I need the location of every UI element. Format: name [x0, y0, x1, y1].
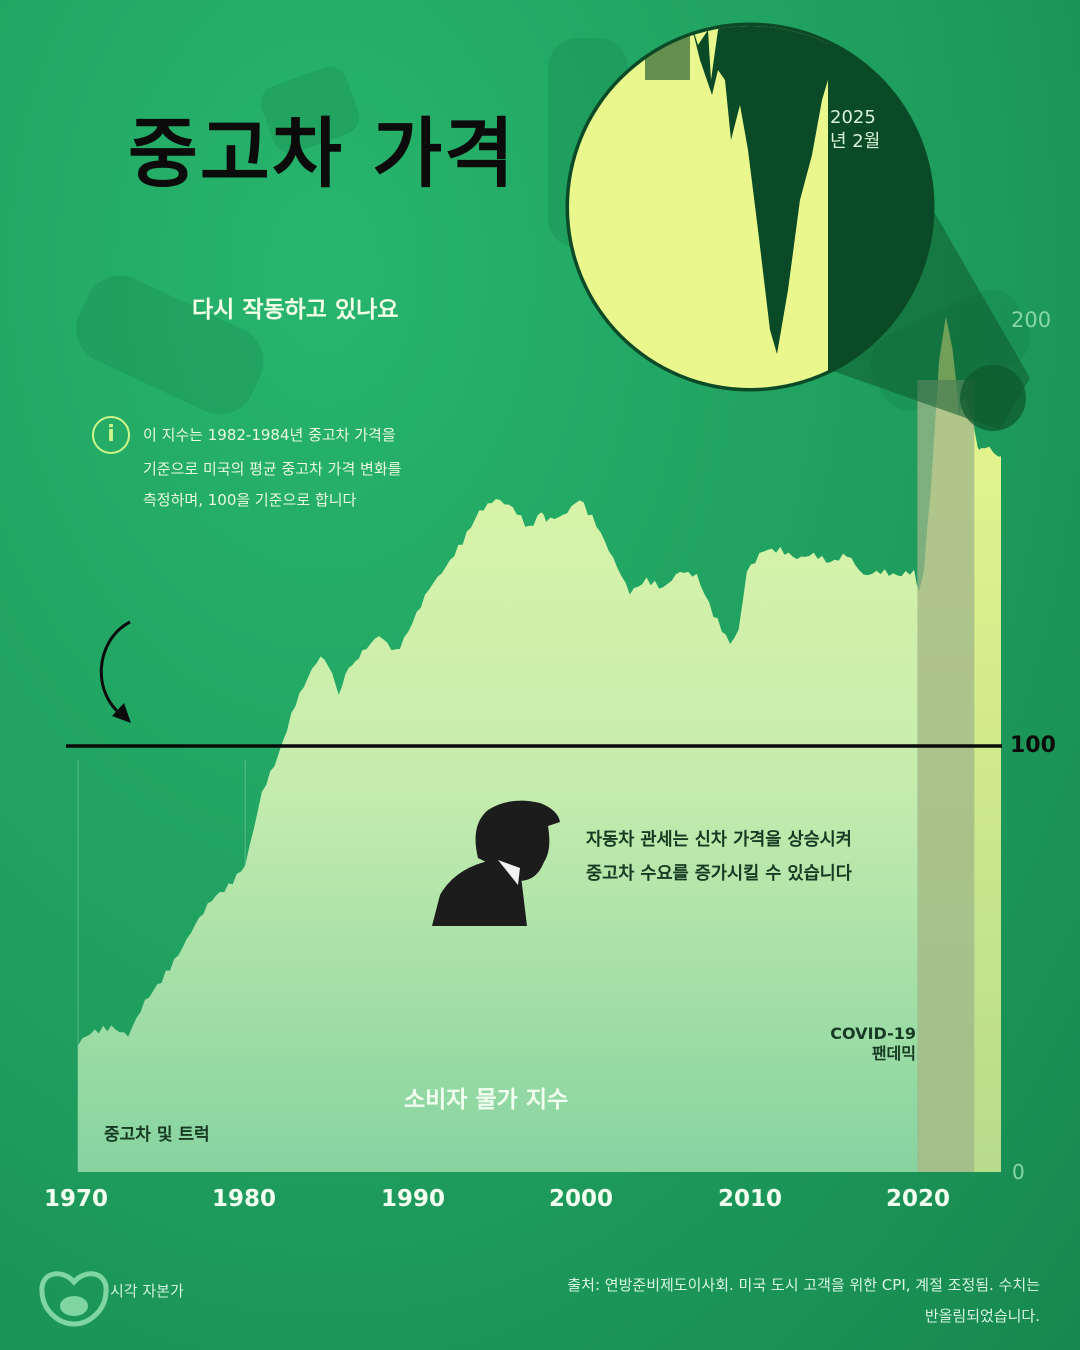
page-subtitle: 다시 작동하고 있나요	[192, 297, 399, 323]
arrow-head	[112, 703, 131, 723]
x-tick-1980: 1980	[211, 1186, 276, 1212]
source-line-1: 출처: 연방준비제도이사회. 미국 도시 고객을 위한 CPI, 계절 조정됨.…	[567, 1276, 1040, 1294]
area-label: 소비자 물가 지수	[404, 1087, 569, 1113]
y-tick-200: 200	[1011, 308, 1052, 332]
zoom-date-year: 2025	[830, 107, 876, 128]
zoom-source-circle	[960, 365, 1026, 431]
x-tick-1990: 1990	[380, 1186, 445, 1212]
tariff-annotation-line-2: 중고차 수요를 증가시킬 수 있습니다	[586, 864, 852, 884]
covid-band	[917, 380, 975, 1172]
zoom-dark-dip	[690, 26, 828, 354]
zoom-date-month: 년 2월	[830, 131, 881, 152]
brand-logo-icon	[39, 1271, 109, 1327]
x-tick-2020: 2020	[885, 1186, 950, 1212]
covid-label: COVID-19 팬데믹	[820, 1024, 916, 1064]
source-note: 출처: 연방준비제도이사회. 미국 도시 고객을 위한 CPI, 계절 조정됨.…	[480, 1270, 1040, 1332]
zoom-date-label: 2025 년 2월	[830, 106, 880, 154]
baseline-label: 100	[1010, 733, 1056, 758]
tariff-annotation-line-1: 자동차 관세는 신차 가격을 상승시켜	[586, 830, 852, 850]
brand-name: 시각 자본가	[110, 1282, 184, 1300]
source-line-2: 반올림되었습니다.	[924, 1307, 1040, 1325]
zoom-rim	[565, 22, 935, 392]
info-icon: i	[92, 416, 130, 454]
x-tick-2000: 2000	[548, 1186, 613, 1212]
series-label: 중고차 및 트럭	[104, 1125, 210, 1145]
y-tick-0: 0	[1012, 1160, 1025, 1184]
curved-arrow	[99, 620, 131, 720]
covid-label-line-1: COVID-19	[830, 1024, 916, 1043]
info-text-line-3: 측정하며, 100을 기준으로 합니다	[143, 491, 357, 509]
zoom-top-shadow	[645, 26, 690, 80]
bg-car-small	[260, 66, 360, 154]
page-title: 중고차 가격	[128, 109, 517, 198]
info-text-line-1: 이 지수는 1982-1984년 중고차 가격을	[143, 426, 396, 444]
zoom-magnifier	[565, 22, 935, 392]
info-text-line-2: 기준으로 미국의 평균 중고차 가격 변화를	[143, 460, 402, 478]
person-silhouette	[432, 800, 560, 926]
x-tick-2010: 2010	[717, 1186, 782, 1212]
bg-car-left	[76, 275, 264, 415]
covid-label-line-2: 팬데믹	[871, 1044, 916, 1063]
x-tick-1970: 1970	[43, 1186, 108, 1212]
